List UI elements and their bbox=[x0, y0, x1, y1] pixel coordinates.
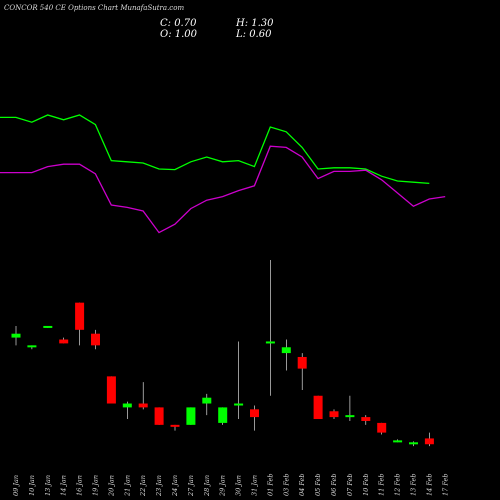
candle-down bbox=[250, 409, 259, 418]
x-tick-label: 20 Jan bbox=[107, 475, 115, 497]
candle-down bbox=[75, 302, 85, 330]
x-tick-label: 09 Jan bbox=[12, 475, 20, 496]
candle-down bbox=[424, 438, 434, 445]
x-tick-label: 30 Jan bbox=[235, 475, 243, 496]
x-tick-label: 04 Feb bbox=[298, 474, 306, 497]
candle-down bbox=[106, 376, 116, 404]
x-tick-label: 22 Jan bbox=[139, 475, 147, 497]
candle-down bbox=[59, 339, 69, 344]
candle-down bbox=[170, 424, 180, 427]
x-tick-label: 19 Jan bbox=[92, 475, 100, 496]
x-tick-label: 16 Jan bbox=[76, 475, 84, 496]
x-tick-label: 07 Feb bbox=[346, 474, 354, 497]
x-tick-label: 11 Feb bbox=[378, 474, 386, 497]
candle-down bbox=[154, 407, 164, 425]
high-value: H: 1.30 bbox=[236, 18, 274, 29]
candle-down bbox=[329, 411, 339, 418]
candle-up bbox=[345, 415, 355, 418]
x-tick-label: 06 Feb bbox=[330, 474, 338, 497]
x-tick-label: 29 Jan bbox=[219, 475, 227, 497]
candle-up bbox=[186, 407, 196, 425]
candle-down bbox=[91, 333, 100, 346]
x-tick-label: 13 Feb bbox=[410, 474, 418, 497]
x-tick-label: 23 Jan bbox=[155, 475, 163, 497]
x-tick-label: 05 Feb bbox=[314, 474, 322, 497]
low-value: L: 0.60 bbox=[236, 29, 272, 40]
candle-up bbox=[122, 403, 132, 408]
x-tick-label: 10 Feb bbox=[362, 474, 370, 497]
candle-up bbox=[11, 333, 21, 338]
x-tick-label: 01 Feb bbox=[266, 474, 274, 497]
x-tick-label: 14 Jan bbox=[60, 475, 68, 496]
candle-down bbox=[297, 356, 307, 369]
candle-up bbox=[202, 397, 212, 404]
x-tick-label: 28 Jan bbox=[203, 475, 211, 497]
candle-up bbox=[27, 345, 37, 348]
x-axis-ticks: 09 Jan 10 Jan 13 Jan 14 Jan 16 Jan 19 Jan 20 J… bbox=[12, 474, 449, 498]
candle-down bbox=[313, 395, 323, 420]
candle-down bbox=[377, 422, 387, 433]
x-tick-label: 24 Jan bbox=[171, 475, 179, 497]
close-value: C: 0.70 bbox=[160, 18, 197, 29]
x-tick-label: 31 Jan bbox=[251, 475, 259, 496]
candle-down bbox=[361, 417, 371, 421]
x-tick-label: 03 Feb bbox=[282, 474, 290, 497]
candle-up bbox=[234, 403, 244, 406]
moving-average-fast-line bbox=[0, 114, 430, 185]
x-tick-label: 14 Feb bbox=[425, 474, 433, 497]
open-value: O: 1.00 bbox=[160, 29, 198, 40]
candle-up bbox=[265, 341, 275, 344]
x-tick-label: 12 Feb bbox=[394, 474, 402, 497]
candle-up bbox=[43, 325, 53, 328]
x-tick-label: 10 Jan bbox=[28, 475, 36, 496]
x-tick-label: 13 Jan bbox=[44, 475, 52, 496]
x-tick-label: 21 Jan bbox=[123, 475, 131, 497]
candle-down bbox=[138, 403, 148, 408]
candle-up bbox=[393, 440, 403, 443]
x-tick-label: 17 Feb bbox=[441, 474, 449, 497]
moving-average-slow-line bbox=[0, 145, 446, 234]
candles-layer bbox=[11, 260, 434, 447]
candle-up bbox=[409, 442, 418, 445]
chart-title: CONCOR 540 CE Options Chart MunafaSutra.… bbox=[4, 4, 185, 12]
x-tick-label: 27 Jan bbox=[187, 475, 195, 497]
moving-average-layer bbox=[0, 114, 446, 234]
candle-up bbox=[281, 347, 291, 354]
candle-up bbox=[218, 407, 228, 423]
